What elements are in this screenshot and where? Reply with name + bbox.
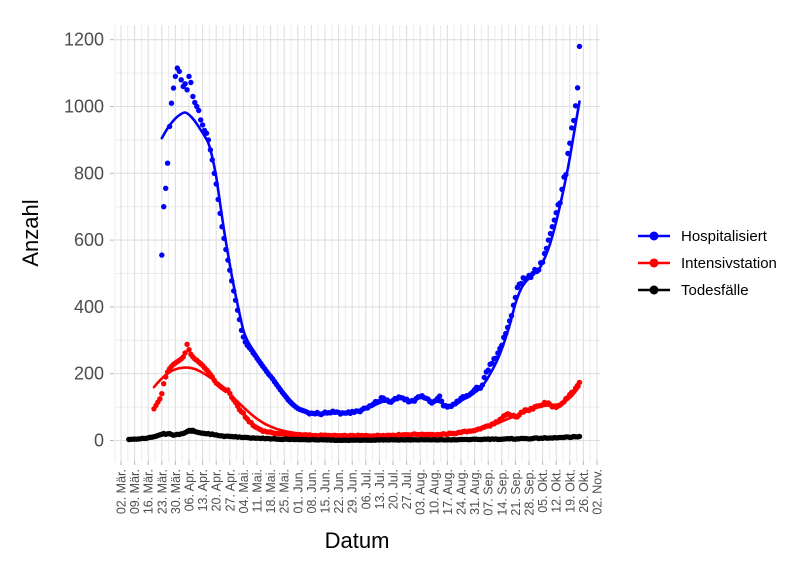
x-tick-label: 01. Jun.	[291, 469, 305, 513]
x-tick-label: 07. Sep.	[482, 469, 496, 516]
x-tick-label: 11. Mai.	[251, 469, 265, 513]
y-tick-label: 800	[74, 163, 104, 183]
axis-ticks	[110, 39, 598, 465]
x-tick-label: 27. Jul.	[400, 469, 414, 509]
x-tick-label: 09. Mär.	[128, 469, 142, 514]
y-tick-label: 400	[74, 297, 104, 317]
x-tick-label: 03. Aug.	[414, 469, 428, 515]
x-tick-label: 16. Mär.	[142, 469, 156, 514]
x-tick-label: 26. Okt.	[577, 469, 591, 513]
y-tick-label: 0	[94, 431, 104, 451]
x-tick-label: 08. Jun.	[305, 469, 319, 513]
x-tick-label: 24. Aug.	[455, 469, 469, 515]
x-tick-label: 17. Aug.	[441, 469, 455, 515]
x-tick-label: 15. Jun.	[319, 469, 333, 513]
gridlines-major	[115, 25, 600, 462]
x-tick-label: 19. Okt.	[563, 469, 577, 513]
y-tick-labels: 0 200 400 600 800 1000 1200	[64, 30, 104, 451]
x-tick-label: 31. Aug.	[468, 469, 482, 515]
x-tick-label: 10. Aug.	[427, 469, 441, 515]
x-tick-label: 25. Mai.	[278, 469, 292, 513]
x-tick-label: 14. Sep.	[495, 469, 509, 516]
legend-key-point-line-icon	[638, 285, 670, 295]
x-tick-label: 20. Jul.	[387, 469, 401, 509]
legend-item-intensivstation: Intensivstation	[636, 254, 777, 272]
y-tick-label: 600	[74, 230, 104, 250]
gridlines-minor	[114, 25, 600, 462]
series-intensivstation-smooth-line	[152, 366, 581, 438]
y-tick-label: 1000	[64, 97, 104, 117]
x-tick-label: 27. Apr.	[223, 469, 237, 511]
legend-label: Intensivstation	[681, 254, 777, 272]
x-tick-label: 12. Okt.	[550, 469, 564, 513]
legend-label: Todesfälle	[681, 281, 749, 299]
legend-key-point-line-icon	[638, 258, 670, 268]
y-axis-title: Anzahl	[18, 199, 43, 267]
x-tick-label: 28. Sep.	[523, 469, 537, 516]
legend-label: Hospitalisiert	[681, 227, 767, 245]
x-tick-label: 05. Okt.	[536, 469, 550, 513]
x-tick-label: 21. Sep.	[509, 469, 523, 516]
x-tick-label: 04. Mai.	[237, 469, 251, 513]
x-axis-title: Datum	[324, 528, 390, 553]
x-tick-label: 22. Jun.	[332, 469, 346, 513]
x-tick-label: 29. Jun.	[346, 469, 360, 513]
x-tick-label: 20. Apr.	[210, 469, 224, 511]
legend-item-hospitalisiert: Hospitalisiert	[636, 227, 777, 245]
x-tick-label: 13. Jul.	[373, 469, 387, 509]
x-tick-label: 23. Mär.	[155, 469, 169, 514]
x-tick-label: 18. Mai.	[264, 469, 278, 513]
series-todesf-lle-smooth-line	[127, 431, 581, 442]
x-tick-label: 02. Nov.	[591, 469, 605, 515]
legend-item-todesfaelle: Todesfälle	[636, 281, 777, 299]
legend-key-point-line-icon	[638, 231, 670, 241]
x-tick-label: 06. Apr.	[183, 469, 197, 511]
series-hospitalisiert-smooth-line	[160, 100, 581, 416]
y-tick-label: 200	[74, 364, 104, 384]
x-tick-label: 13. Apr.	[196, 469, 210, 511]
legend: Hospitalisiert Intensivstation Todesfäll…	[636, 227, 777, 308]
x-tick-label: 02. Mär.	[115, 469, 129, 514]
x-tick-labels: 02. Mär. 09. Mär. 16. Mär. 23. Mär. 30. Mär.…	[115, 469, 605, 516]
y-tick-label: 1200	[64, 30, 104, 50]
x-tick-label: 30. Mär.	[169, 469, 183, 514]
x-tick-label: 06. Jul.	[359, 469, 373, 509]
